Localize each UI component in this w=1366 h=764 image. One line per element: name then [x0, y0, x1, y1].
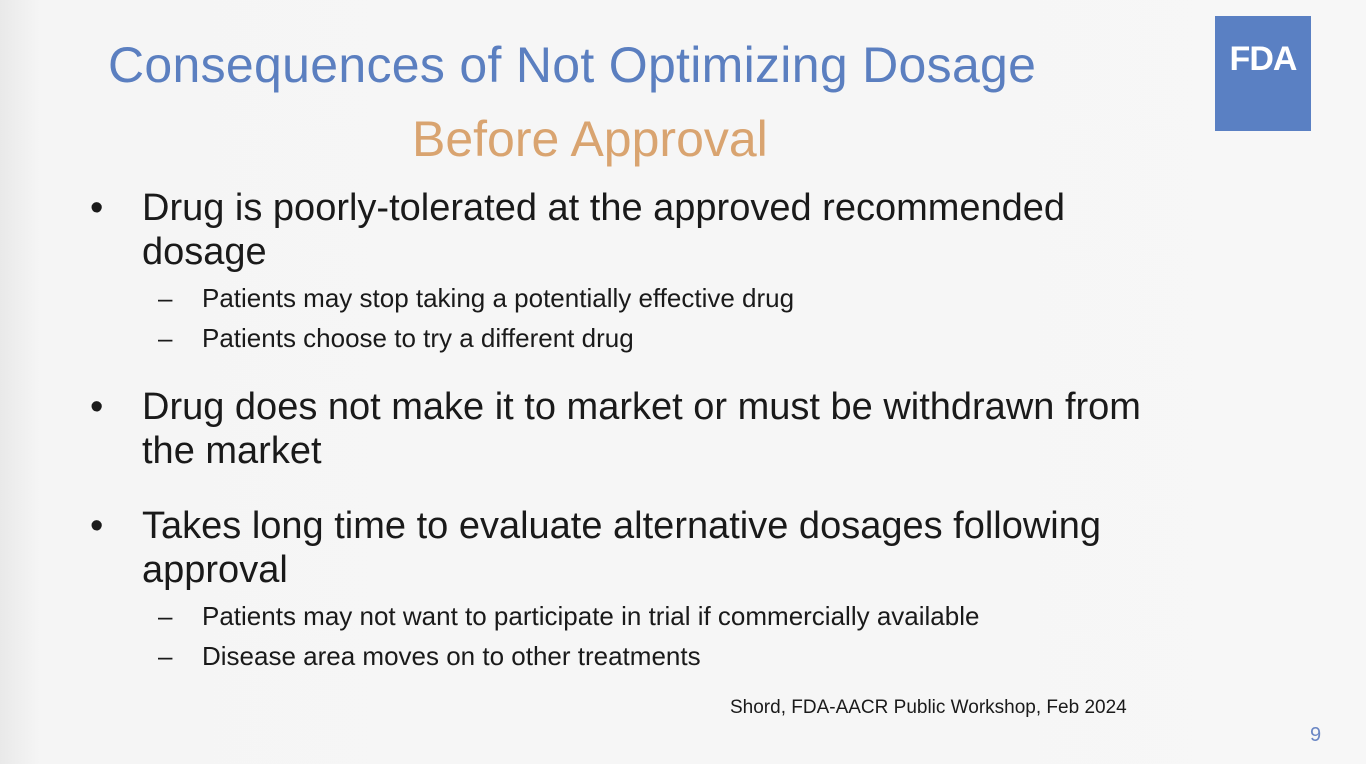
sub-bullet-text: Patients choose to try a different drug	[202, 323, 634, 353]
bullet-marker: •	[90, 505, 104, 547]
sub-bullet-item: – Disease area moves on to other treatmen…	[158, 636, 701, 676]
sub-bullet-text: Patients may not want to participate in …	[202, 601, 980, 631]
bullet-text: Drug does not make it to market or must …	[142, 386, 1141, 472]
slide-title: Consequences of Not Optimizing Dosage	[108, 37, 1037, 93]
sub-bullet-item: – Patients may not want to participate in…	[158, 596, 979, 636]
sub-bullet-item: – Patients may stop taking a potentially …	[158, 278, 794, 318]
sub-bullet-marker: –	[158, 323, 173, 353]
sub-bullet-marker: –	[158, 283, 173, 313]
fda-logo-text: FDA	[1229, 40, 1298, 78]
citation: Shord, FDA-AACR Public Workshop, Feb 202…	[730, 697, 1127, 718]
sub-bullet-item: – Patients choose to try a different drug	[158, 318, 634, 358]
bullet-marker: •	[90, 386, 104, 428]
bullet-text: Takes long time to evaluate alternative …	[142, 505, 1102, 591]
bullet-text: Drug is poorly-tolerated at the approved…	[142, 187, 1066, 273]
sub-bullet-text: Patients may stop taking a potentially e…	[202, 283, 795, 313]
slide-subtitle: Before Approval	[412, 111, 768, 167]
page-number: 9	[1310, 724, 1322, 746]
sub-bullet-text: Disease area moves on to other treatment…	[202, 641, 701, 671]
sub-bullet-marker: –	[158, 641, 173, 671]
sub-bullet-marker: –	[158, 601, 173, 631]
bullet-marker: •	[90, 187, 104, 229]
fda-logo: FDA	[1215, 16, 1311, 131]
